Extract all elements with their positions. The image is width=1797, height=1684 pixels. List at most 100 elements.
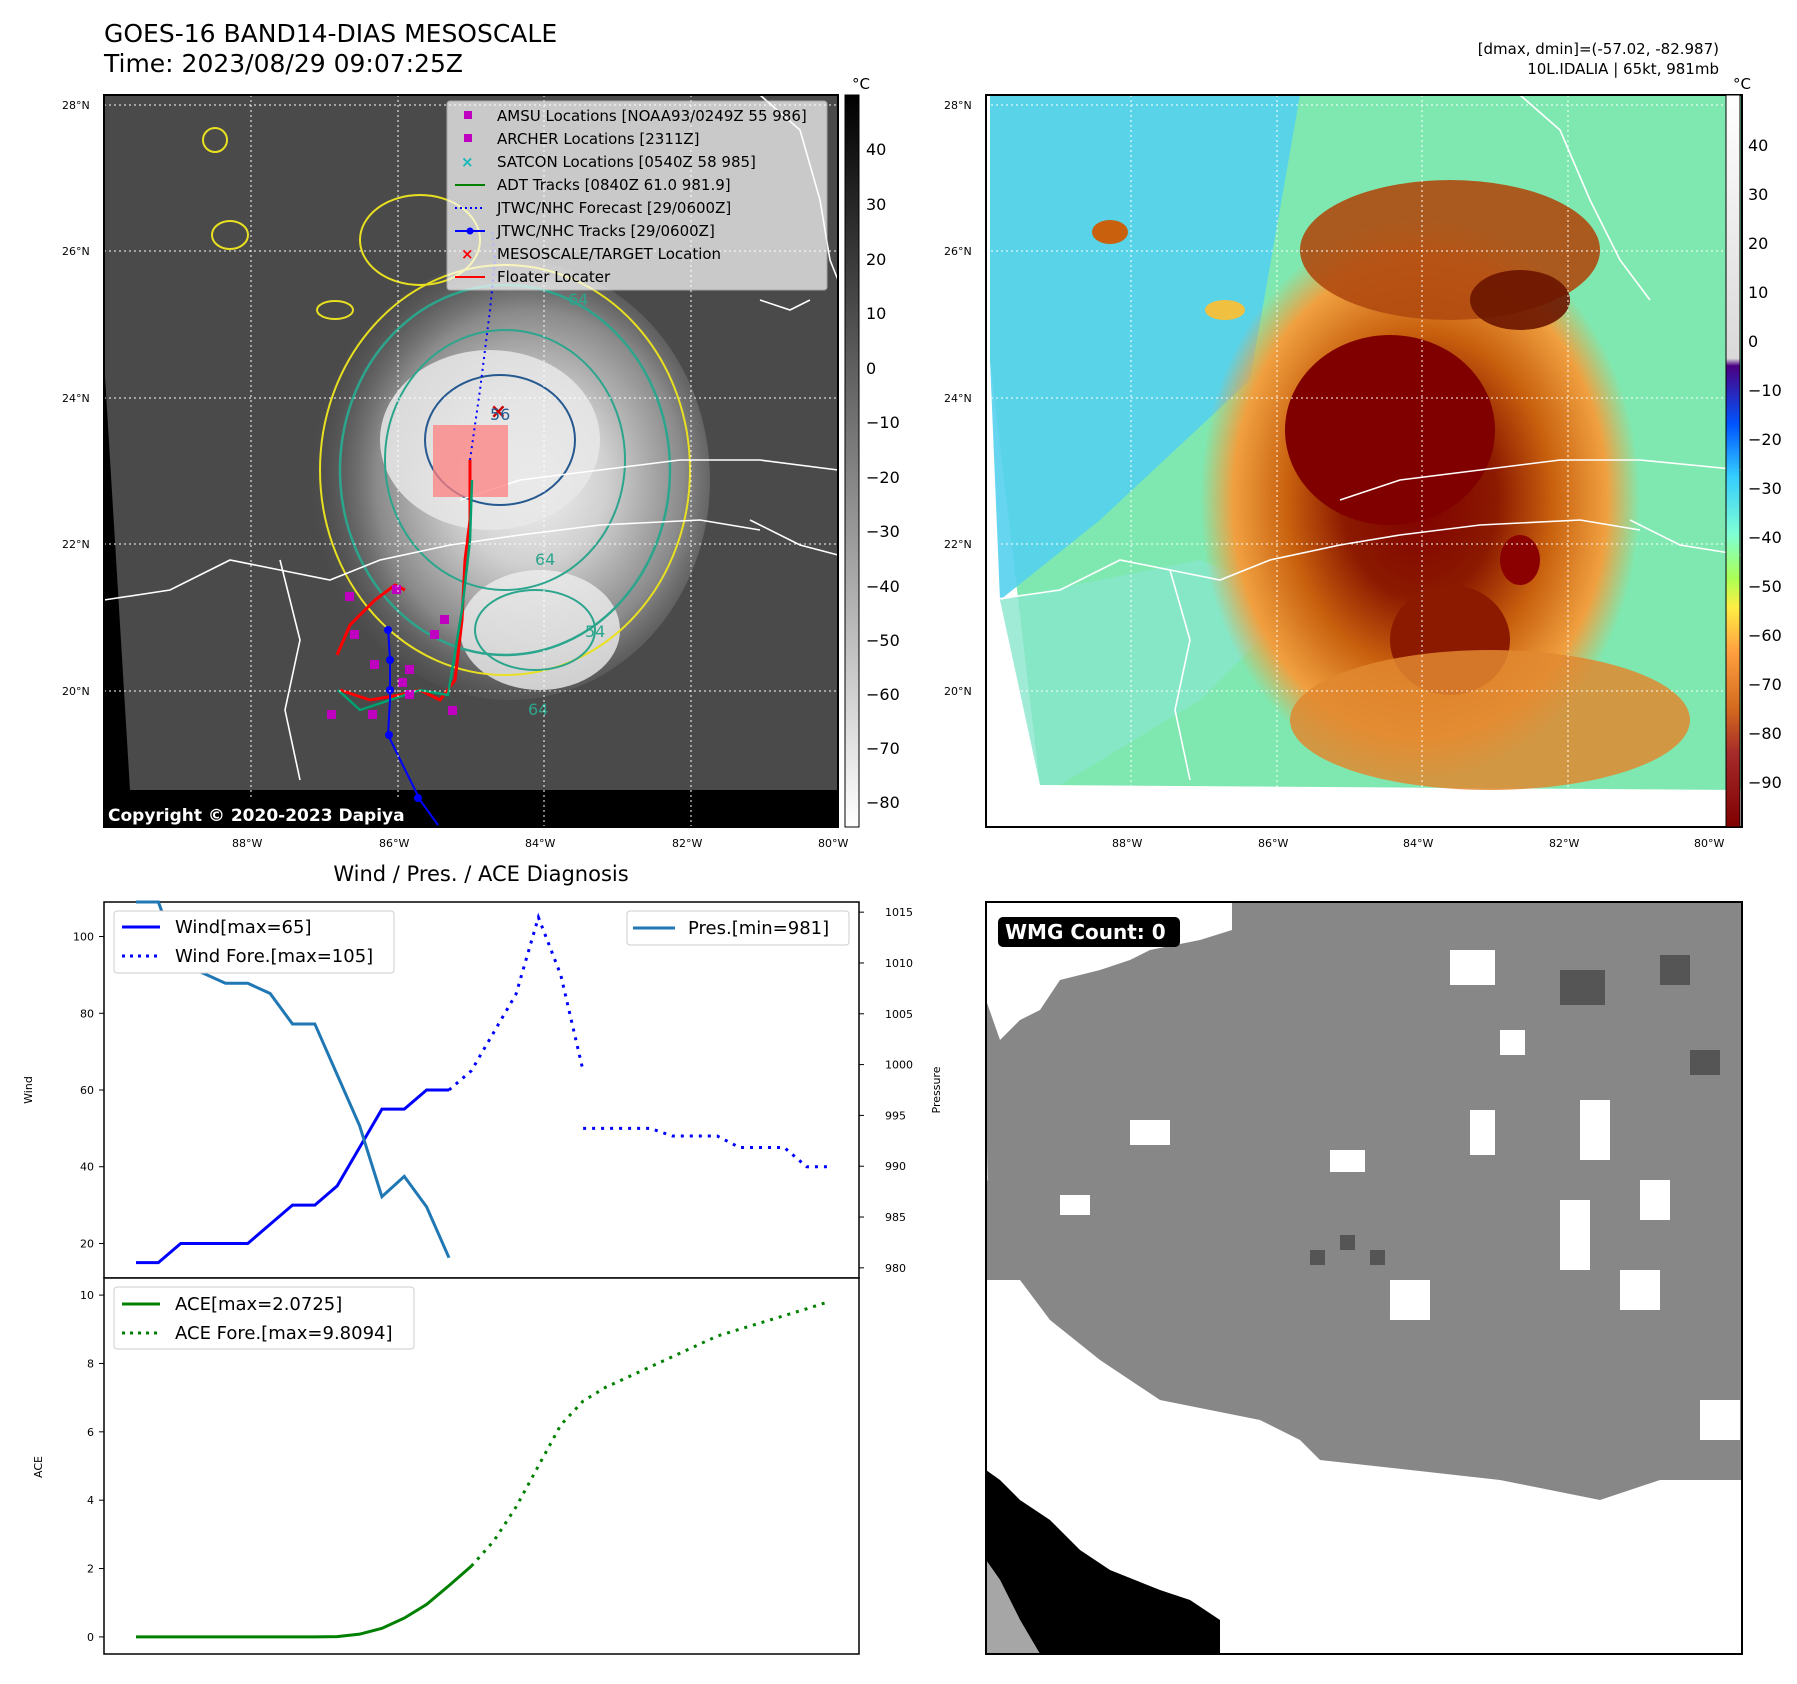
legend-label: AMSU Locations [NOAA93/0249Z 55 986] [497,107,807,125]
legend-label: Pres.[min=981] [688,918,829,939]
colorbar-tick: 40 [1748,136,1768,155]
lat-tick: 26°N [62,245,90,258]
colorbar-tick: −20 [866,468,900,487]
legend-label: Wind[max=65] [175,917,312,938]
ytick-label: 100 [73,931,94,944]
lon-tick: 80°W [1694,837,1724,850]
colorbar-tick: −50 [1748,577,1782,596]
colorbar-tick: −80 [866,793,900,812]
ytick-label: 10 [80,1289,94,1302]
ytick-label: 1005 [885,1008,913,1021]
contour-label: 64 [568,290,588,309]
legend-label: JTWC/NHC Forecast [29/0600Z] [496,199,731,217]
colorbar-tick: −70 [1748,675,1782,694]
wmg-black-region [986,1470,1220,1654]
legend-label: JTWC/NHC Tracks [29/0600Z] [496,222,715,240]
legend-amsu-marker [464,111,472,119]
ytick-label: 1000 [885,1059,913,1072]
map-gridlines [986,95,1742,827]
left-map-ticks: 28°N 26°N 24°N 22°N 20°N 88°W 86°W 84°W … [62,99,848,850]
colorbar-tick: −10 [1748,381,1782,400]
colorbar-tick: −10 [866,413,900,432]
ace-chart: 0 2 4 6 8 10 ACE ACE[max=2.0725] ACE Fore.[ma… [32,1277,860,1655]
pressure-yticks: 980 985 990 995 1000 1005 1010 1015 [859,906,913,1275]
colorbar-tick: −60 [866,685,900,704]
wind-yticks: 20 40 60 80 100 [73,931,104,1250]
lon-tick: 82°W [672,837,702,850]
legend-archer-marker [464,134,472,142]
figure-time: Time: 2023/08/29 09:07:25Z [104,49,463,78]
lat-tick: 26°N [944,245,972,258]
colorbar-tick: −60 [1748,626,1782,645]
legend-satcon-marker: × [461,153,474,171]
colorbar-tick: 30 [1748,185,1768,204]
ytick-label: 4 [87,1494,94,1507]
map-legend: × × AMSU Locations [NOAA93/0249Z 55 986]… [446,100,828,291]
left-colorbar: °C 40 30 20 10 0 −10 −20 −30 −40 −50 −60… [844,75,900,828]
ytick-label: 0 [87,1631,94,1644]
legend-label: ARCHER Locations [2311Z] [497,130,700,148]
lat-tick: 22°N [944,538,972,551]
wmg-count-label: WMG Count: 0 [1005,920,1166,944]
colorbar-tick: 10 [866,304,886,323]
lat-tick: 20°N [62,685,90,698]
lon-tick: 82°W [1549,837,1579,850]
colorbar-tick: −50 [866,631,900,650]
colorbar-unit: °C [852,75,870,93]
coastline [103,519,761,601]
ace-marks [136,1300,830,1639]
ytick-label: 985 [885,1211,906,1224]
ytick-label: 40 [80,1161,94,1174]
diag-title: Wind / Pres. / ACE Diagnosis [333,862,628,886]
storm-core [1285,335,1495,525]
legend-target-marker: × [461,245,474,263]
adt-track [337,479,474,712]
legend-label: Floater Locater [497,268,611,286]
lon-tick: 80°W [818,837,848,850]
colorbar-tick: 30 [866,195,886,214]
legend-label: Wind Fore.[max=105] [175,946,373,967]
ytick-label: 1015 [885,906,913,919]
pressure-ylabel: Pressure [930,1066,943,1113]
colorbar-tick: −20 [1748,430,1782,449]
colorbar-tick: 20 [1748,234,1768,253]
colorbar-tick: −70 [866,739,900,758]
colorbar-tick: −40 [866,577,900,596]
colorbar-tick: 0 [866,359,876,378]
colorbar-unit: °C [1733,75,1751,93]
lat-tick: 20°N [944,685,972,698]
colorbar-tick: −40 [1748,528,1782,547]
lon-tick: 88°W [232,837,262,850]
wmg-panel: WMG Count: 0 [985,901,1743,1655]
ace-legend [113,1286,415,1350]
ace-yticks: 0 2 4 6 8 10 [80,1289,104,1644]
series-line-1 [447,912,585,1092]
lon-tick: 84°W [1403,837,1433,850]
ytick-label: 995 [885,1109,906,1122]
ytick-label: 60 [80,1084,94,1097]
legend-label: ACE Fore.[max=9.8094] [175,1323,393,1344]
colorbar-tick: −90 [1748,773,1782,792]
colorbar-tick: −30 [1748,479,1782,498]
lat-tick: 28°N [944,99,972,112]
ytick-label: 1010 [885,957,913,970]
legend-label: ADT Tracks [0840Z 61.0 981.9] [497,176,731,194]
contour-label: 56 [490,405,510,424]
ytick-label: 2 [87,1563,94,1576]
contour-label: 54 [585,622,605,641]
ytick-label: 8 [87,1357,94,1370]
amsu-markers [327,585,457,719]
wind-pressure-chart: 20 40 60 80 100 980 985 990 995 1000 1005 1010 1015… [22,900,943,1279]
colorbar-tick: 20 [866,250,886,269]
lat-tick: 22°N [62,538,90,551]
ytick-label: 6 [87,1426,94,1439]
legend-label: SATCON Locations [0540Z 58 985] [497,153,756,171]
colorbar-tick: 40 [866,140,886,159]
contour-label: 64 [528,700,548,719]
ytick-label: 80 [80,1007,94,1020]
pressure-legend [626,910,850,946]
target-marker: × [490,399,507,423]
ace-series-line-0 [136,1565,473,1639]
dmax-dmin-text: [dmax, dmin]=(-57.02, -82.987) [1477,40,1719,58]
right-map [985,94,1743,828]
